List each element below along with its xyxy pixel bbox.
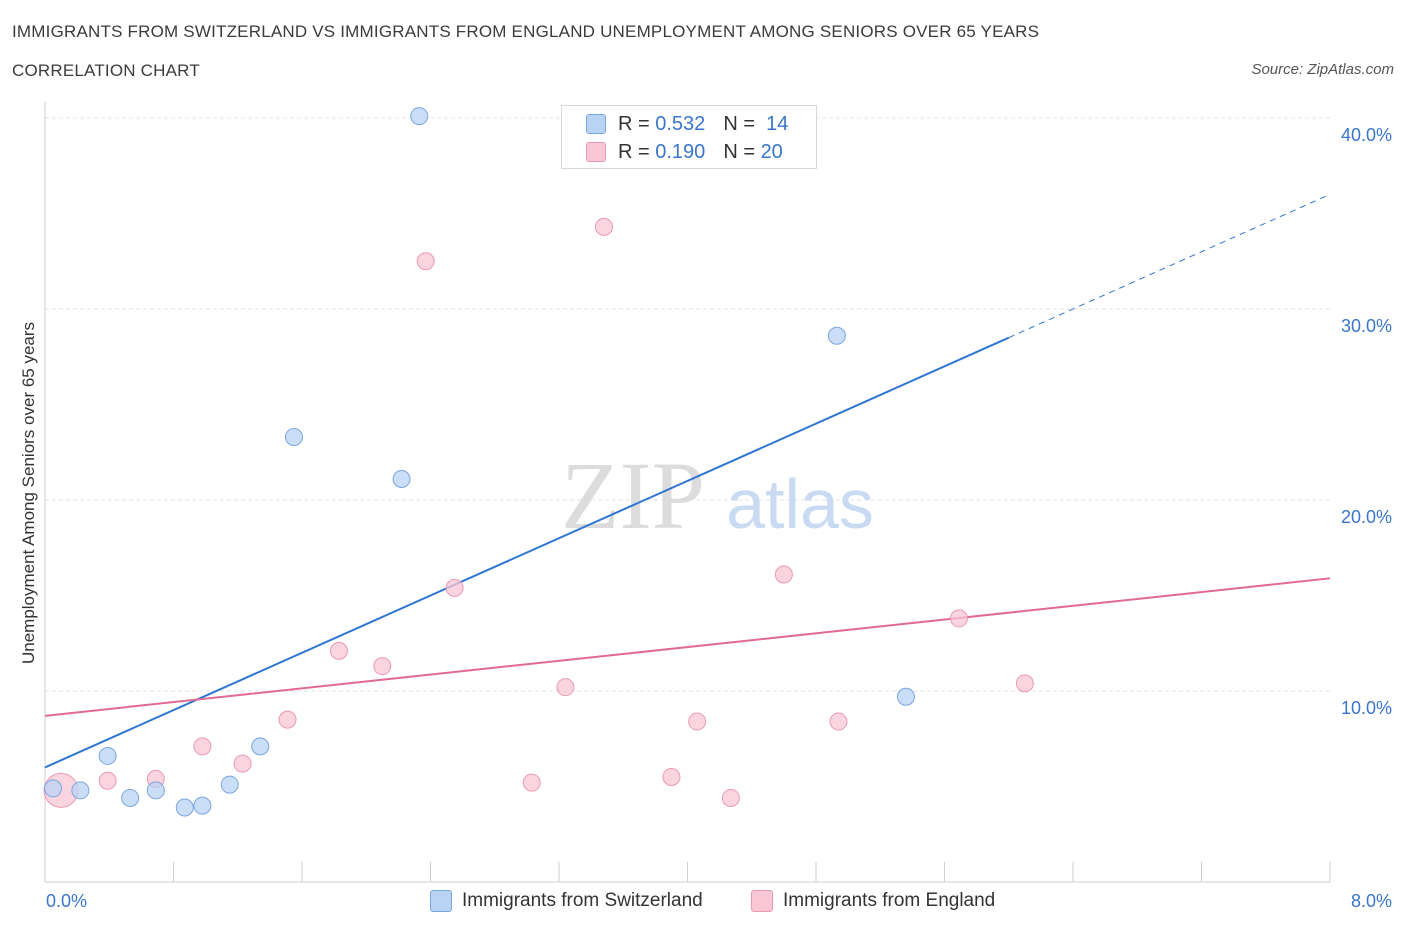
point-england bbox=[278, 710, 297, 729]
y-tick-label: 40.0% bbox=[1341, 125, 1392, 145]
axes bbox=[44, 102, 1331, 883]
trend-line-england bbox=[44, 577, 1331, 717]
trend-line-switzerland-projection bbox=[1008, 193, 1331, 339]
point-switzerland bbox=[827, 326, 846, 345]
point-switzerland bbox=[175, 798, 194, 817]
point-england bbox=[329, 641, 348, 660]
legend-r-label: R = bbox=[618, 140, 650, 163]
legend-row-england: R = 0.190 N = 20 bbox=[586, 139, 783, 165]
source-label: Source: ZipAtlas.com bbox=[1251, 61, 1394, 78]
point-switzerland bbox=[896, 687, 915, 706]
point-england bbox=[688, 712, 707, 731]
point-england bbox=[373, 657, 392, 676]
point-switzerland bbox=[392, 469, 411, 488]
series-label-england: Immigrants from England bbox=[783, 890, 996, 911]
chart-title: IMMIGRANTS FROM SWITZERLAND VS IMMIGRANT… bbox=[12, 22, 1040, 41]
point-england bbox=[98, 771, 117, 790]
point-switzerland bbox=[410, 107, 429, 126]
x-tick-label: 0.0% bbox=[46, 891, 87, 911]
trend-line-switzerland bbox=[44, 336, 1010, 769]
x-tick-label: 8.0% bbox=[1351, 891, 1392, 911]
point-england bbox=[949, 609, 968, 628]
legend-r-value-switzerland: 0.532 bbox=[655, 112, 706, 135]
point-switzerland bbox=[193, 796, 212, 815]
point-england bbox=[416, 252, 435, 271]
series-swatch-switzerland bbox=[430, 890, 452, 912]
y-tick-label: 30.0% bbox=[1341, 316, 1392, 336]
point-switzerland bbox=[121, 788, 140, 807]
point-switzerland bbox=[220, 775, 239, 794]
watermark: ZIP atlas bbox=[561, 442, 874, 549]
point-england bbox=[233, 754, 252, 773]
legend-row-switzerland: R = 0.532 N = 14 bbox=[586, 111, 788, 137]
point-switzerland bbox=[71, 781, 90, 800]
point-switzerland bbox=[251, 737, 270, 756]
legend-r-value-england: 0.190 bbox=[655, 140, 706, 163]
point-england bbox=[662, 767, 681, 786]
legend-n-value-switzerland: 14 bbox=[766, 112, 789, 135]
point-switzerland bbox=[146, 781, 165, 800]
point-england bbox=[556, 678, 575, 697]
series-legend-switzerland: Immigrants from Switzerland bbox=[430, 888, 703, 914]
point-switzerland bbox=[44, 779, 63, 798]
point-switzerland bbox=[284, 427, 303, 446]
point-england bbox=[193, 737, 212, 756]
grid-lines bbox=[45, 117, 1330, 692]
data-points bbox=[43, 107, 1034, 817]
y-axis-label: Unemployment Among Seniors over 65 years bbox=[19, 322, 38, 664]
correlation-legend: R = 0.532 N = 14 R = 0.190 N = 20 bbox=[561, 105, 817, 169]
watermark-zip: ZIP bbox=[561, 442, 705, 549]
series-swatch-england bbox=[751, 890, 773, 912]
legend-n-label: N = bbox=[723, 112, 755, 135]
chart-subtitle: CORRELATION CHART bbox=[12, 61, 200, 80]
y-tick-label: 20.0% bbox=[1341, 507, 1392, 527]
legend-n-label: N = bbox=[723, 140, 755, 163]
point-england bbox=[774, 565, 793, 584]
series-legend-england: Immigrants from England bbox=[751, 888, 995, 914]
legend-r-label: R = bbox=[618, 112, 650, 135]
y-tick-label: 10.0% bbox=[1341, 698, 1392, 718]
point-england bbox=[721, 788, 740, 807]
point-england bbox=[829, 712, 848, 731]
trend-lines bbox=[44, 193, 1331, 769]
point-england bbox=[594, 217, 613, 236]
series-label-switzerland: Immigrants from Switzerland bbox=[462, 890, 703, 911]
point-england bbox=[522, 773, 541, 792]
tick-labels: 10.0% 20.0% 30.0% 40.0% 0.0% 8.0% bbox=[46, 125, 1392, 911]
point-england bbox=[445, 578, 464, 597]
point-england bbox=[1015, 674, 1034, 693]
watermark-atlas: atlas bbox=[726, 465, 874, 543]
legend-swatch-england bbox=[586, 142, 606, 162]
point-switzerland bbox=[98, 746, 117, 765]
legend-n-value-england: 20 bbox=[760, 140, 783, 163]
legend-swatch-switzerland bbox=[586, 114, 606, 134]
